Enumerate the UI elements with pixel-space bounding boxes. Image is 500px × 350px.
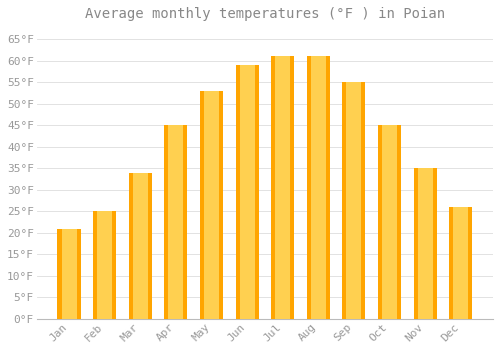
Bar (204, 91, 219, 319)
Bar (93, 211, 116, 319)
Bar (414, 168, 436, 319)
Bar (311, 56, 326, 319)
Bar (306, 56, 330, 319)
Bar (97, 211, 112, 319)
Title: Average monthly temperatures (°F ) in Poian: Average monthly temperatures (°F ) in Po… (85, 7, 445, 21)
Bar (378, 125, 401, 319)
Bar (132, 173, 148, 319)
Bar (346, 82, 362, 319)
Bar (200, 91, 223, 319)
Bar (58, 229, 80, 319)
Bar (382, 125, 397, 319)
Bar (240, 65, 254, 319)
Bar (62, 229, 76, 319)
Bar (449, 207, 472, 319)
Bar (275, 56, 290, 319)
Bar (271, 56, 294, 319)
Bar (236, 65, 258, 319)
Bar (168, 125, 184, 319)
Bar (418, 168, 432, 319)
Bar (342, 82, 365, 319)
Bar (128, 173, 152, 319)
Bar (164, 125, 188, 319)
Bar (453, 207, 468, 319)
